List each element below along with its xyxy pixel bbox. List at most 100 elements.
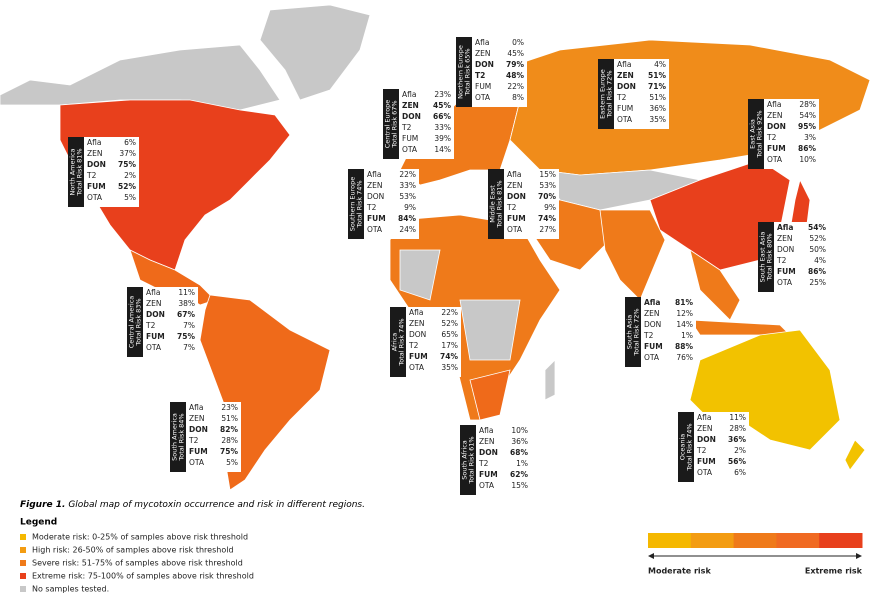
toxin-name: OTA xyxy=(777,278,793,287)
toxin-value: 2% xyxy=(124,171,136,180)
region-total-risk: Total Risk 81% xyxy=(496,180,504,228)
scale-arrow-head xyxy=(856,553,862,559)
toxin-name: DON xyxy=(777,245,794,254)
region-total-risk: Total Risk 72% xyxy=(606,70,614,118)
toxin-value: 28% xyxy=(729,424,746,433)
region-total-risk: Total Risk 74% xyxy=(398,318,406,366)
toxin-value: 9% xyxy=(544,203,556,212)
toxin-value: 52% xyxy=(441,319,458,328)
toxin-value: 66% xyxy=(433,112,451,121)
toxin-name: ZEN xyxy=(644,309,660,318)
toxin-value: 17% xyxy=(441,341,458,350)
region-label-bar xyxy=(127,287,143,357)
region-table-bg xyxy=(640,297,696,367)
toxin-value: 14% xyxy=(676,320,693,329)
toxin-name: Afla xyxy=(644,298,660,307)
toxin-value: 27% xyxy=(539,225,556,234)
toxin-value: 71% xyxy=(648,82,666,91)
toxin-name: T2 xyxy=(506,203,517,212)
toxin-value: 24% xyxy=(399,225,416,234)
scale-segment xyxy=(648,533,692,548)
toxin-value: 75% xyxy=(177,332,195,341)
toxin-value: 36% xyxy=(728,435,746,444)
toxin-name: T2 xyxy=(366,203,377,212)
region-total-risk: Total Risk 65% xyxy=(464,48,472,96)
region-boxes: North America Total Risk 81%Afla 6%ZEN 37%D… xyxy=(68,37,829,495)
toxin-value: 10% xyxy=(511,426,528,435)
toxin-value: 81% xyxy=(675,298,693,307)
scale-low-label: Moderate risk xyxy=(648,567,711,576)
region-name: South East Asia xyxy=(759,232,767,283)
scale-high-label: Extreme risk xyxy=(805,567,863,576)
toxin-name: FUM xyxy=(617,104,633,113)
toxin-value: 15% xyxy=(511,481,528,490)
toxin-name: FUM xyxy=(367,214,386,223)
country-shape xyxy=(689,249,741,321)
country-shape xyxy=(459,299,521,361)
toxin-name: T2 xyxy=(616,93,627,102)
toxin-name: ZEN xyxy=(617,71,634,80)
toxin-name: DON xyxy=(697,435,716,444)
toxin-value: 36% xyxy=(649,104,666,113)
region-label-bar xyxy=(748,99,764,169)
toxin-value: 95% xyxy=(798,122,816,131)
region-name: South Africa xyxy=(461,440,469,480)
toxin-value: 86% xyxy=(808,267,826,276)
toxin-name: T2 xyxy=(188,436,199,445)
region-name: East Asia xyxy=(749,119,757,149)
toxin-name: DON xyxy=(644,320,661,329)
toxin-value: 9% xyxy=(404,203,416,212)
region-label-bar xyxy=(460,425,476,495)
toxin-value: 74% xyxy=(538,214,556,223)
toxin-value: 10% xyxy=(799,155,816,164)
toxin-name: Afla xyxy=(189,403,203,412)
toxin-name: OTA xyxy=(87,193,103,202)
toxin-name: T2 xyxy=(766,133,777,142)
toxin-name: Afla xyxy=(87,138,101,147)
legend-label: Moderate risk: 0-25% of samples above ri… xyxy=(32,533,248,542)
toxin-value: 56% xyxy=(728,457,746,466)
country-shape xyxy=(469,369,511,421)
region-table-bg xyxy=(83,137,139,207)
toxin-value: 11% xyxy=(178,288,195,297)
region-table-bg xyxy=(693,412,749,482)
legend-label: Severe risk: 51-75% of samples above ris… xyxy=(32,559,243,568)
toxin-name: T2 xyxy=(643,331,654,340)
region-total-risk: Total Risk 83% xyxy=(135,298,143,346)
toxin-value: 1% xyxy=(516,459,528,468)
region-total-risk: Total Risk 61% xyxy=(468,436,476,484)
region-name: Middle East xyxy=(489,185,497,223)
region-label-bar xyxy=(390,307,406,377)
toxin-value: 52% xyxy=(118,182,136,191)
toxin-value: 8% xyxy=(512,93,524,102)
toxin-name: FUM xyxy=(146,332,165,341)
toxin-name: OTA xyxy=(146,343,162,352)
region-name: Northern Europe xyxy=(457,45,465,99)
toxin-name: Afla xyxy=(475,38,489,47)
region-name: Central Europe xyxy=(384,100,392,149)
toxin-name: DON xyxy=(507,192,526,201)
toxin-name: ZEN xyxy=(146,299,162,308)
region-table-bg xyxy=(503,169,559,239)
toxin-value: 52% xyxy=(809,234,826,243)
legend-label: High risk: 26-50% of samples above risk … xyxy=(32,546,234,555)
toxin-name: FUM xyxy=(479,470,498,479)
caption-label: Figure 1. xyxy=(20,500,65,510)
toxin-value: 62% xyxy=(510,470,528,479)
toxin-name: OTA xyxy=(479,481,495,490)
scale-segment xyxy=(819,533,863,548)
toxin-name: OTA xyxy=(409,363,425,372)
toxin-value: 12% xyxy=(676,309,693,318)
region-table-bg xyxy=(185,402,241,472)
region-label-bar xyxy=(68,137,84,207)
legend-swatch xyxy=(20,547,26,553)
toxin-value: 15% xyxy=(539,170,556,179)
toxin-value: 51% xyxy=(649,93,666,102)
toxin-name: DON xyxy=(87,160,106,169)
region-total-risk: Total Risk 67% xyxy=(391,100,399,148)
toxin-value: 0% xyxy=(512,38,524,47)
toxin-value: 79% xyxy=(506,60,524,69)
region-table-bg xyxy=(475,425,531,495)
region-name: South America xyxy=(171,413,179,461)
